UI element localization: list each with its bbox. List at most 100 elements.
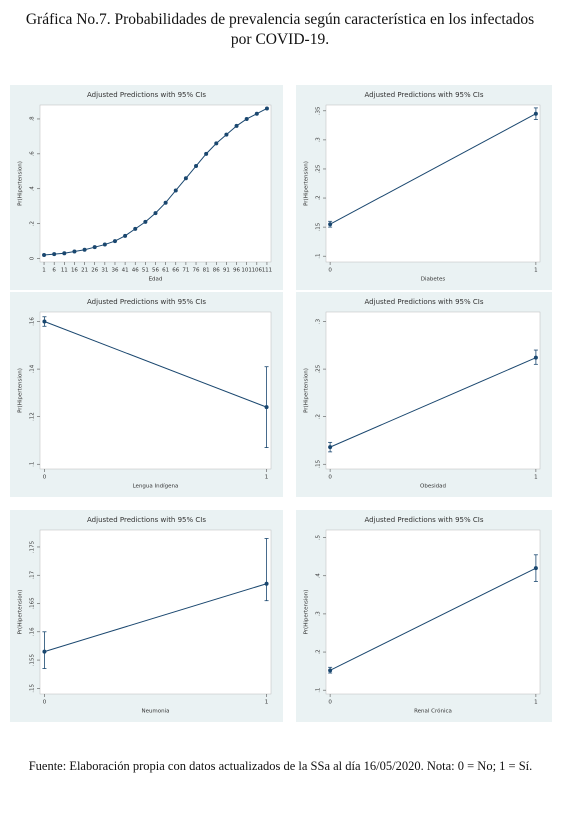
y-tick-label: 0 bbox=[30, 256, 36, 260]
chart-title: Adjusted Predictions with 95% CIs bbox=[365, 298, 484, 306]
x-axis-label: Edad bbox=[149, 277, 163, 283]
x-tick-label: 71 bbox=[182, 268, 189, 274]
data-point bbox=[234, 123, 239, 128]
data-point bbox=[194, 164, 199, 169]
y-tick-label: .4 bbox=[30, 186, 36, 192]
x-axis-label: Neumonia bbox=[141, 709, 169, 715]
x-tick-label: 21 bbox=[81, 268, 88, 274]
x-tick-label: 76 bbox=[193, 268, 200, 274]
figure-title: Gráfica No.7. Probabilidades de prevalen… bbox=[25, 11, 535, 48]
data-point bbox=[264, 581, 269, 586]
data-point bbox=[224, 132, 229, 137]
y-tick-label: .1 bbox=[316, 688, 322, 693]
data-point bbox=[204, 151, 209, 156]
x-tick-label: 81 bbox=[203, 268, 210, 274]
data-point bbox=[143, 219, 148, 224]
charts: Adjusted Predictions with 95% CIs 0 .2 .4 .6… bbox=[10, 85, 552, 722]
y-tick-label: .15 bbox=[30, 683, 36, 692]
data-point bbox=[533, 111, 538, 116]
x-tick-label: 41 bbox=[122, 268, 129, 274]
x-axis-label: Renal Crónica bbox=[414, 708, 452, 715]
x-tick-label: 1 bbox=[534, 475, 538, 481]
data-point bbox=[328, 445, 333, 450]
y-tick-label: .175 bbox=[30, 540, 36, 553]
data-point bbox=[153, 211, 158, 216]
data-point bbox=[254, 111, 259, 116]
y-tick-label: .2 bbox=[316, 195, 322, 200]
x-tick-label: 11 bbox=[61, 268, 68, 274]
x-tick-label: 36 bbox=[111, 268, 118, 274]
data-point bbox=[328, 668, 333, 673]
y-axis-label: Pr(Hipertension) bbox=[304, 368, 310, 413]
x-tick-label: 51 bbox=[142, 268, 149, 274]
x-tick-label: 0 bbox=[43, 475, 47, 481]
y-tick-label: .155 bbox=[30, 653, 36, 666]
chart-title: Adjusted Predictions with 95% CIs bbox=[87, 516, 206, 524]
data-point bbox=[62, 251, 67, 256]
y-tick-label: .2 bbox=[316, 414, 322, 419]
x-tick-label: 0 bbox=[43, 700, 47, 706]
y-axis-label: Pr(Hipertension) bbox=[18, 161, 24, 206]
data-point bbox=[42, 253, 47, 258]
x-tick-label: 56 bbox=[152, 268, 159, 274]
x-tick-label: 0 bbox=[328, 700, 332, 706]
data-point bbox=[244, 116, 249, 121]
x-tick-label: 26 bbox=[91, 268, 98, 274]
y-tick-label: .3 bbox=[316, 137, 322, 143]
data-point bbox=[214, 141, 219, 146]
y-axis-label: Pr(Hipertension) bbox=[18, 590, 24, 635]
data-point bbox=[163, 200, 168, 205]
y-tick-label: .35 bbox=[316, 106, 322, 115]
y-tick-label: .16 bbox=[30, 627, 36, 636]
data-point bbox=[123, 233, 128, 238]
y-tick-label: .14 bbox=[30, 364, 36, 373]
x-tick-label: 16 bbox=[71, 268, 78, 274]
data-point bbox=[42, 319, 47, 324]
data-point bbox=[42, 649, 47, 654]
y-tick-label: .25 bbox=[316, 164, 322, 173]
x-tick-label: 101 bbox=[241, 268, 252, 274]
y-tick-label: .5 bbox=[316, 535, 322, 541]
data-point bbox=[533, 566, 538, 571]
data-line bbox=[44, 321, 267, 408]
plot-area bbox=[39, 311, 272, 470]
data-point bbox=[112, 239, 117, 244]
data-point bbox=[72, 249, 77, 254]
plot-area bbox=[325, 529, 541, 695]
y-axis-label: Pr(Hipertension) bbox=[304, 590, 310, 635]
data-point bbox=[264, 405, 269, 410]
chart-title: Adjusted Predictions with 95% CIs bbox=[365, 91, 484, 99]
x-tick-label: 1 bbox=[265, 700, 269, 706]
x-axis-label: Diabetes bbox=[421, 277, 446, 283]
x-tick-label: 0 bbox=[328, 268, 332, 274]
y-tick-label: .12 bbox=[30, 412, 36, 421]
y-tick-label: .17 bbox=[30, 570, 36, 579]
x-tick-label: 1 bbox=[534, 268, 538, 274]
x-tick-label: 31 bbox=[101, 268, 108, 274]
x-axis-label: Obesidad bbox=[420, 484, 446, 490]
data-point bbox=[133, 226, 138, 231]
x-tick-label: 96 bbox=[233, 268, 240, 274]
x-tick-label: 66 bbox=[172, 268, 179, 274]
y-tick-label: .165 bbox=[30, 597, 36, 610]
y-tick-label: .6 bbox=[30, 151, 36, 157]
chart-title: Adjusted Predictions with 95% CIs bbox=[365, 516, 484, 524]
x-tick-label: 111 bbox=[262, 268, 273, 274]
x-tick-label: 1 bbox=[534, 700, 538, 706]
plot-area bbox=[39, 529, 272, 695]
chart-title: Adjusted Predictions with 95% CIs bbox=[87, 91, 206, 99]
x-tick-label: 6 bbox=[52, 268, 56, 274]
x-tick-label: 106 bbox=[252, 268, 263, 274]
y-tick-label: .15 bbox=[316, 459, 322, 468]
data-point bbox=[92, 245, 97, 250]
y-tick-label: .25 bbox=[316, 364, 322, 373]
data-point bbox=[173, 188, 178, 193]
y-axis-label: Pr(Hipertension) bbox=[304, 161, 310, 206]
data-line bbox=[329, 113, 537, 225]
plot-area bbox=[325, 311, 541, 470]
footer-note: Fuente: Elaboración propia con datos act… bbox=[28, 759, 533, 773]
x-tick-label: 46 bbox=[132, 268, 139, 274]
x-axis-label: Lengua Indígena bbox=[133, 483, 179, 490]
data-point bbox=[183, 176, 188, 181]
